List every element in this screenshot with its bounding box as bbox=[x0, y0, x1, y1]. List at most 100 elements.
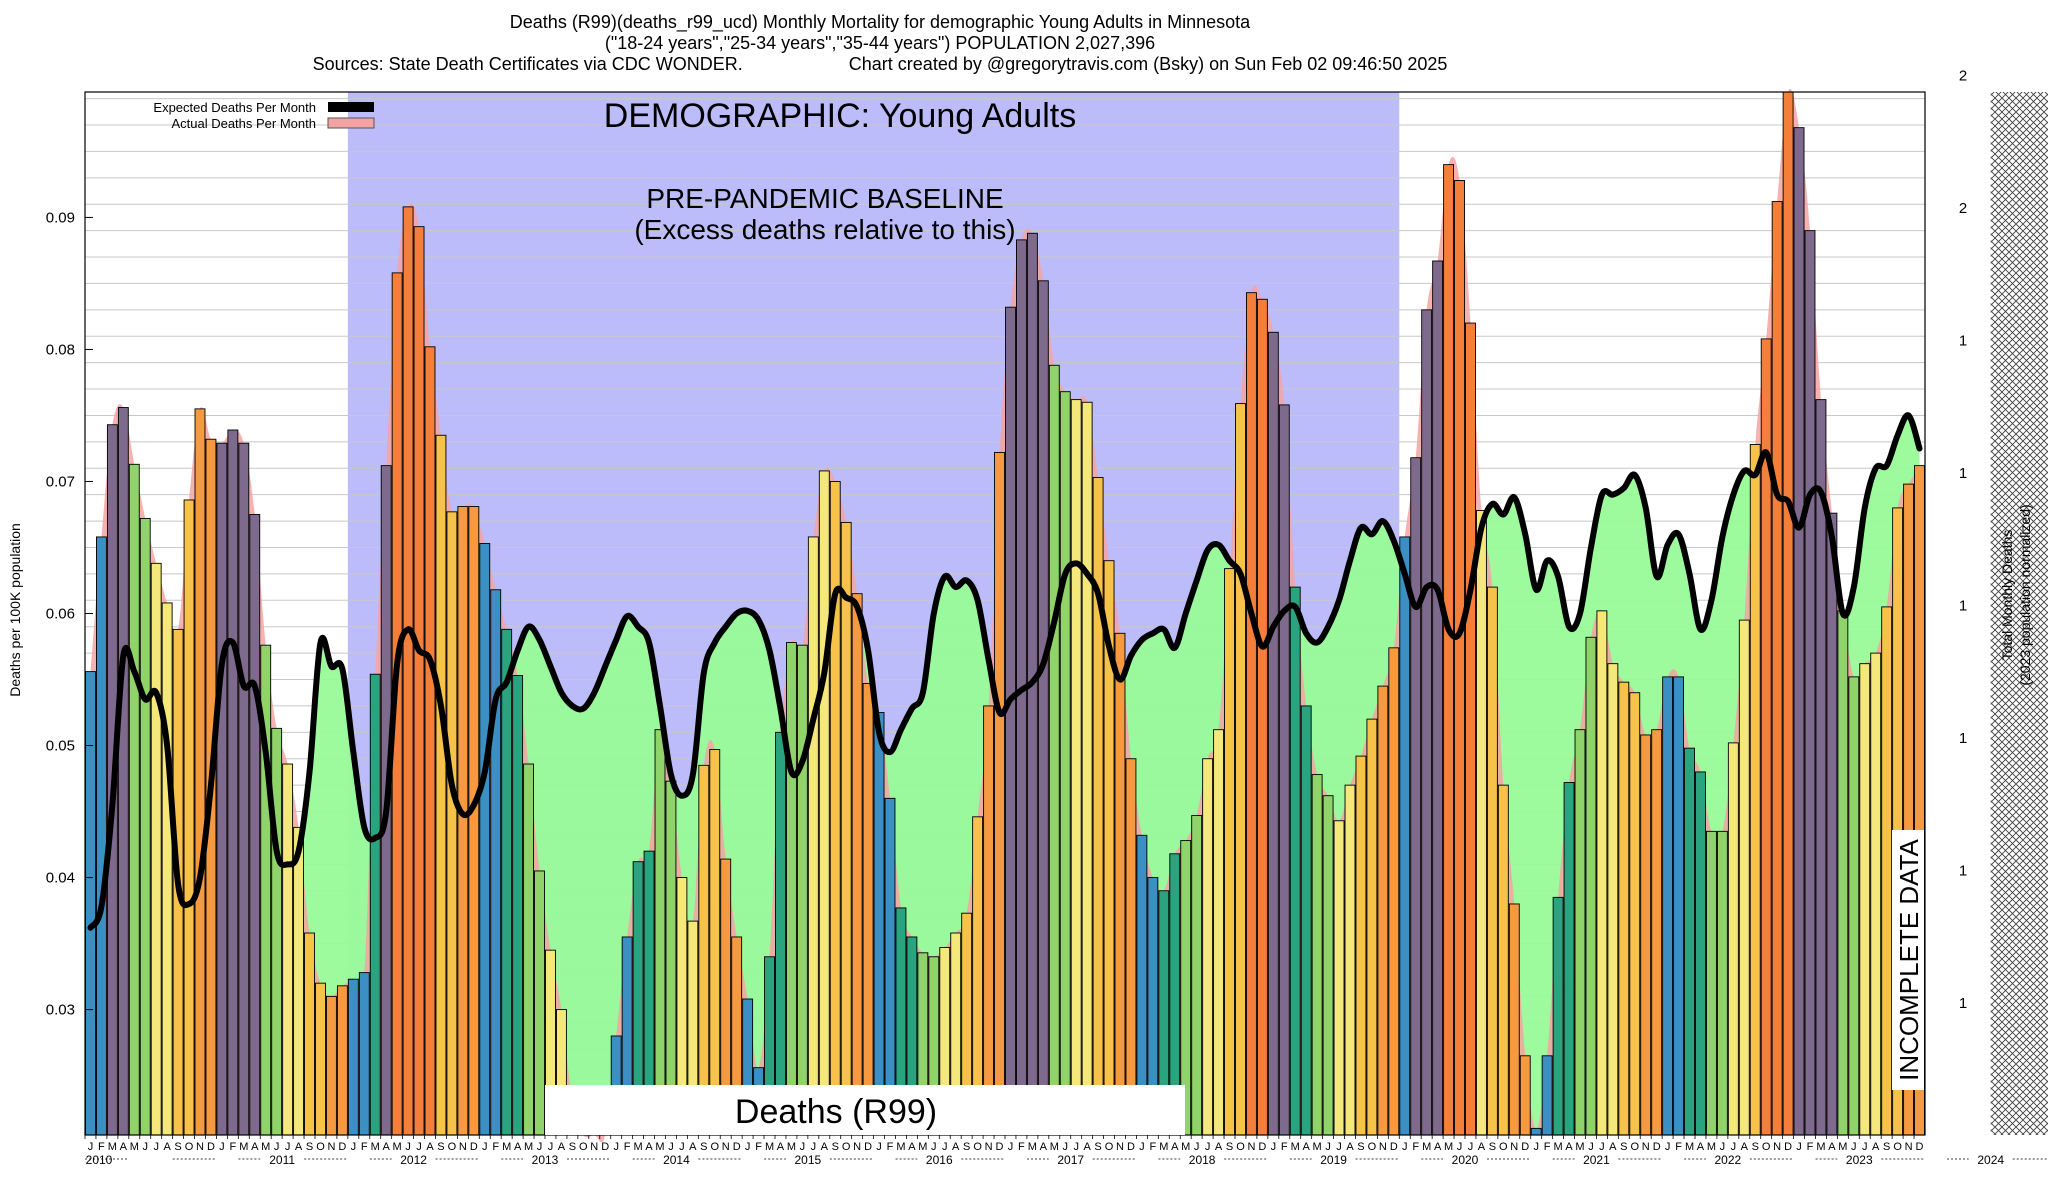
actual-bar bbox=[775, 731, 786, 1136]
actual-bar bbox=[1793, 127, 1805, 1136]
month-label: A bbox=[1697, 1141, 1705, 1153]
month-label: N bbox=[853, 1141, 861, 1153]
actual-bar bbox=[1541, 1055, 1553, 1136]
month-label: F bbox=[1675, 1141, 1682, 1153]
actual-bar bbox=[1059, 391, 1071, 1136]
actual-bar bbox=[1607, 663, 1619, 1136]
y2-tick-label: 1 bbox=[1959, 730, 1967, 747]
actual-bar bbox=[326, 995, 337, 1136]
month-label: J bbox=[1862, 1141, 1868, 1153]
y2-tick-label: 1 bbox=[1959, 995, 1967, 1012]
year-label: 2017 bbox=[1057, 1153, 1084, 1167]
year-label: 2013 bbox=[532, 1153, 559, 1167]
incomplete-label: INCOMPLETE DATA bbox=[1894, 838, 1924, 1080]
actual-bar bbox=[983, 705, 994, 1136]
month-label: J bbox=[274, 1141, 280, 1153]
actual-bar bbox=[238, 442, 250, 1136]
actual-bar bbox=[457, 506, 469, 1136]
actual-bar bbox=[1563, 782, 1575, 1136]
month-label: J bbox=[876, 1141, 882, 1153]
month-label: D bbox=[338, 1141, 346, 1153]
month-label: N bbox=[1510, 1141, 1518, 1153]
actual-bar bbox=[150, 562, 162, 1136]
expected-deaths-line bbox=[87, 412, 1923, 931]
actual-bar bbox=[1749, 444, 1761, 1136]
year-label: 2014 bbox=[663, 1153, 690, 1167]
month-label: J bbox=[482, 1141, 488, 1153]
actual-bar bbox=[1377, 685, 1389, 1136]
month-label: D bbox=[1258, 1141, 1266, 1153]
month-label: J bbox=[1796, 1141, 1802, 1153]
incomplete-label-box bbox=[1892, 830, 1924, 1090]
actual-bar bbox=[1388, 647, 1400, 1136]
actual-bar bbox=[468, 506, 480, 1136]
actual-bar bbox=[1224, 568, 1235, 1136]
actual-bar bbox=[1465, 322, 1476, 1136]
y2-tick-label: 2 bbox=[1959, 200, 1967, 217]
month-label: M bbox=[1554, 1141, 1563, 1153]
sources-text: Sources: State Death Certificates via CD… bbox=[312, 54, 743, 74]
actual-bar bbox=[1410, 457, 1422, 1136]
month-label: M bbox=[1159, 1141, 1168, 1153]
month-label: A bbox=[1171, 1141, 1179, 1153]
month-label: J bbox=[613, 1141, 619, 1153]
actual-bar bbox=[1738, 619, 1750, 1136]
month-label: F bbox=[492, 1141, 499, 1153]
month-label: J bbox=[1402, 1141, 1408, 1153]
month-label: S bbox=[437, 1141, 444, 1153]
month-label: A bbox=[689, 1141, 697, 1153]
legend-expected-swatch bbox=[328, 102, 374, 112]
month-label: O bbox=[448, 1141, 457, 1153]
actual-bar bbox=[501, 628, 513, 1136]
actual-bar bbox=[315, 982, 326, 1136]
year-label: 2020 bbox=[1452, 1153, 1479, 1167]
actual-bar bbox=[1300, 705, 1312, 1136]
month-label: A bbox=[120, 1141, 128, 1153]
y-tick-label: 0.06 bbox=[46, 606, 75, 623]
month-label: M bbox=[765, 1141, 774, 1153]
month-label: J bbox=[88, 1141, 94, 1153]
month-label: M bbox=[787, 1141, 796, 1153]
month-label: A bbox=[908, 1141, 916, 1153]
month-label: D bbox=[1390, 1141, 1398, 1153]
month-label: M bbox=[1050, 1141, 1059, 1153]
month-label: O bbox=[842, 1141, 851, 1153]
actual-bar bbox=[1311, 774, 1323, 1136]
month-label: M bbox=[896, 1141, 905, 1153]
baseline-title: PRE-PANDEMIC BASELINE bbox=[646, 183, 1003, 214]
actual-bar bbox=[1092, 477, 1104, 1136]
month-label: M bbox=[634, 1141, 643, 1153]
credit-text: Chart created by @gregorytravis.com (Bsk… bbox=[848, 54, 1448, 74]
baseline-subtitle: (Excess deaths relative to this) bbox=[634, 214, 1015, 245]
month-label: J bbox=[679, 1141, 685, 1153]
actual-bar bbox=[1432, 260, 1444, 1136]
month-label: A bbox=[1609, 1141, 1617, 1153]
actual-bar bbox=[1235, 403, 1246, 1136]
actual-bar bbox=[840, 521, 852, 1136]
month-label: M bbox=[1028, 1141, 1037, 1153]
year-label: 2012 bbox=[400, 1153, 427, 1167]
month-label: J bbox=[153, 1141, 159, 1153]
month-label: M bbox=[1707, 1141, 1716, 1153]
month-label: O bbox=[973, 1141, 982, 1153]
month-label: M bbox=[108, 1141, 117, 1153]
month-label: M bbox=[371, 1141, 380, 1153]
month-label: D bbox=[1521, 1141, 1529, 1153]
actual-bar bbox=[786, 642, 797, 1136]
month-label: A bbox=[645, 1141, 653, 1153]
actual-bar bbox=[128, 463, 140, 1136]
month-label: D bbox=[601, 1141, 609, 1153]
incomplete-data-region bbox=[1990, 92, 2048, 1135]
actual-bar bbox=[413, 226, 425, 1136]
month-label: M bbox=[1181, 1141, 1190, 1153]
actual-bar bbox=[1804, 230, 1816, 1136]
y2-tick-label: 1 bbox=[1959, 863, 1967, 880]
month-label: O bbox=[1630, 1141, 1639, 1153]
month-label: A bbox=[1872, 1141, 1880, 1153]
month-label: J bbox=[416, 1141, 422, 1153]
month-label: S bbox=[963, 1141, 970, 1153]
actual-bar bbox=[884, 797, 896, 1136]
month-label: M bbox=[130, 1141, 139, 1153]
actual-bar bbox=[1246, 292, 1257, 1136]
actual-bar bbox=[1782, 91, 1794, 1136]
